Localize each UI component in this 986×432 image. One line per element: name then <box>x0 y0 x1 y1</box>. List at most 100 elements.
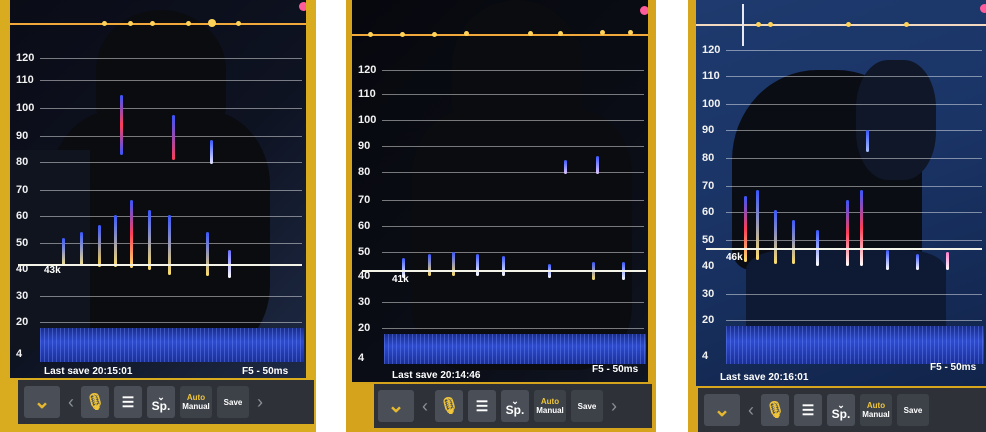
y-tick: 60 <box>16 210 29 222</box>
y-tick: 100 <box>16 102 35 114</box>
record-indicator <box>640 6 648 15</box>
peak-frequency-label: 43k <box>44 265 61 276</box>
y-tick: 40 <box>16 263 29 275</box>
amplitude-line <box>696 24 986 26</box>
y-tick: 110 <box>16 74 34 86</box>
next-icon[interactable]: › <box>257 391 263 412</box>
y-tick: 120 <box>702 44 721 56</box>
chevron-down-icon: ⌄ <box>33 390 51 413</box>
next-icon[interactable]: › <box>611 395 617 416</box>
phone-screenshot-3: 120 110 100 90 80 70 60 50 40 30 20 4 46… <box>688 0 986 432</box>
noise-band <box>40 328 304 362</box>
menu-chevron-button[interactable]: ⌄ <box>378 390 414 422</box>
spectrogram-view-3: 120 110 100 90 80 70 60 50 40 30 20 4 46… <box>696 0 986 386</box>
note-icon: ☰ <box>801 401 815 418</box>
y-tick: 120 <box>16 52 35 64</box>
y-tick: 30 <box>702 288 715 300</box>
noise-band <box>726 326 984 364</box>
peak-frequency-line <box>362 270 646 272</box>
prev-icon[interactable]: ‹ <box>748 399 754 420</box>
microphone-icon: 🎙 <box>438 397 460 415</box>
y-tick: 4 <box>702 350 709 362</box>
peak-frequency-line <box>18 264 302 266</box>
notes-button[interactable]: ☰ <box>114 386 142 418</box>
amplitude-line <box>10 23 306 25</box>
chevron-down-icon: ⌄ <box>387 394 405 417</box>
y-tick: 80 <box>16 156 29 168</box>
last-save-text: Last save 20:14:46 <box>392 370 481 381</box>
y-tick: 70 <box>358 194 371 206</box>
prev-icon[interactable]: ‹ <box>68 391 74 412</box>
auto-manual-toggle[interactable]: Auto Manual <box>180 386 212 418</box>
y-tick: 110 <box>702 70 720 82</box>
bottom-toolbar: ⌄ ‹ 🎙 ☰ ⌄ Sp. Auto Manual Save › <box>374 384 652 428</box>
auto-manual-toggle[interactable]: Auto Manual <box>534 390 566 422</box>
y-tick: 60 <box>358 220 371 232</box>
note-icon: ☰ <box>475 397 489 414</box>
record-indicator <box>980 4 986 13</box>
microphone-button[interactable]: 🎙 <box>761 394 789 426</box>
y-tick: 70 <box>702 180 715 192</box>
bottom-toolbar: ⌄ ‹ 🎙 ☰ ⌄ Sp. Auto Manual Save <box>698 388 986 432</box>
y-tick: 20 <box>702 314 715 326</box>
y-tick: 100 <box>702 98 721 110</box>
y-tick: 50 <box>16 237 29 249</box>
peak-frequency-label: 41k <box>392 274 409 285</box>
save-button[interactable]: Save <box>217 386 249 418</box>
species-chevron-icon: ⌄ <box>511 396 519 406</box>
microphone-button[interactable]: 🎙 <box>81 386 109 418</box>
y-tick: 120 <box>358 64 377 76</box>
y-tick: 60 <box>702 206 715 218</box>
y-tick: 90 <box>358 140 371 152</box>
species-button[interactable]: ⌄ Sp. <box>827 394 855 426</box>
species-button[interactable]: ⌄ Sp. <box>147 386 175 418</box>
y-tick: 110 <box>358 88 376 100</box>
y-tick: 80 <box>358 166 371 178</box>
microphone-button[interactable]: 🎙 <box>435 390 463 422</box>
note-icon: ☰ <box>121 393 135 410</box>
species-button[interactable]: ⌄ Sp. <box>501 390 529 422</box>
fft-setting-label: F5 - 50ms <box>592 364 639 375</box>
y-tick: 90 <box>16 130 29 142</box>
species-chevron-icon: ⌄ <box>837 400 845 410</box>
menu-chevron-button[interactable]: ⌄ <box>704 394 740 426</box>
y-tick: 40 <box>702 260 715 272</box>
microphone-icon: 🎙 <box>764 401 786 419</box>
auto-manual-toggle[interactable]: Auto Manual <box>860 394 892 426</box>
last-save-text: Last save 20:15:01 <box>44 366 133 377</box>
y-tick: 4 <box>16 348 23 360</box>
y-tick: 30 <box>358 296 371 308</box>
menu-chevron-button[interactable]: ⌄ <box>24 386 60 418</box>
fft-setting-label: F5 - 50ms <box>930 362 977 373</box>
peak-frequency-label: 46k <box>726 252 743 263</box>
y-tick: 80 <box>702 152 715 164</box>
last-save-text: Last save 20:16:01 <box>720 372 809 383</box>
phone-screenshot-2: 120 110 100 90 80 70 60 50 40 30 20 4 41… <box>346 0 656 432</box>
noise-band <box>384 334 646 364</box>
y-tick: 20 <box>358 322 371 334</box>
y-tick: 70 <box>16 184 29 196</box>
y-tick: 20 <box>16 316 29 328</box>
prev-icon[interactable]: ‹ <box>422 395 428 416</box>
record-indicator <box>299 2 306 11</box>
y-tick: 50 <box>358 246 371 258</box>
y-tick: 30 <box>16 290 29 302</box>
bottom-toolbar: ⌄ ‹ 🎙 ☰ ⌄ Sp. Auto Manual Save › <box>18 380 314 424</box>
y-tick: 40 <box>358 270 371 282</box>
save-button[interactable]: Save <box>897 394 929 426</box>
y-tick: 90 <box>702 124 715 136</box>
peak-frequency-line <box>706 248 982 250</box>
notes-button[interactable]: ☰ <box>468 390 496 422</box>
amplitude-line <box>352 34 648 36</box>
y-tick: 100 <box>358 114 377 126</box>
chevron-down-icon: ⌄ <box>713 398 731 421</box>
species-chevron-icon: ⌄ <box>157 392 165 402</box>
y-tick: 4 <box>358 352 365 364</box>
microphone-icon: 🎙 <box>84 393 106 411</box>
phone-screenshot-1: 120 110 100 90 80 70 60 50 40 30 20 4 43… <box>0 0 316 432</box>
notes-button[interactable]: ☰ <box>794 394 822 426</box>
spectrogram-view-2: 120 110 100 90 80 70 60 50 40 30 20 4 41… <box>352 0 648 382</box>
save-button[interactable]: Save <box>571 390 603 422</box>
y-tick: 50 <box>702 234 715 246</box>
spectrogram-view-1: 120 110 100 90 80 70 60 50 40 30 20 4 43… <box>10 0 306 378</box>
